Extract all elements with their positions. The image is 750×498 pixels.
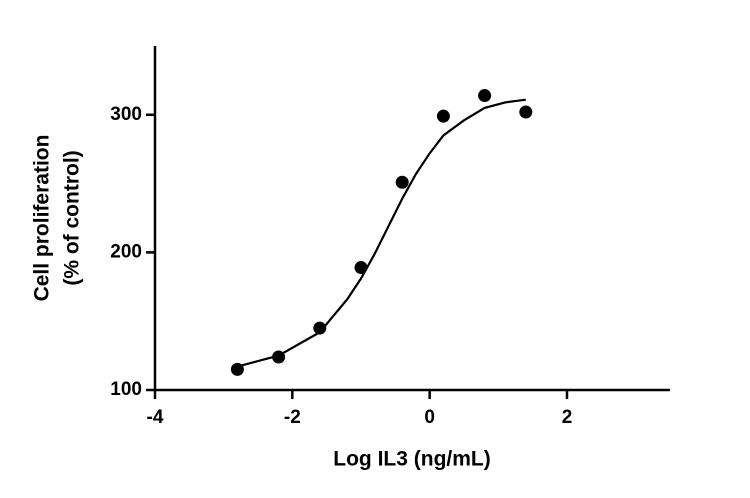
y-tick-label: 300 bbox=[110, 104, 142, 125]
data-point bbox=[395, 175, 409, 189]
y-axis-label-line: (% of control) bbox=[61, 150, 84, 285]
y-axis-label-line: Cell proliferation bbox=[31, 135, 54, 302]
y-axis-label: Cell proliferation (% of control) bbox=[31, 135, 84, 302]
x-tick-label: -4 bbox=[147, 407, 164, 428]
x-tick-label: 2 bbox=[562, 407, 573, 428]
data-point bbox=[478, 89, 492, 103]
data-point bbox=[519, 105, 533, 119]
data-point bbox=[313, 321, 327, 335]
x-tick-label: 0 bbox=[424, 407, 435, 428]
fit-curve bbox=[237, 98, 526, 368]
y-tick-label: 100 bbox=[110, 379, 142, 400]
x-tick-label: -2 bbox=[284, 407, 301, 428]
x-axis-label: Log IL3 (ng/mL) bbox=[333, 448, 490, 471]
data-point bbox=[436, 109, 450, 123]
y-tick-label: 200 bbox=[110, 241, 142, 262]
